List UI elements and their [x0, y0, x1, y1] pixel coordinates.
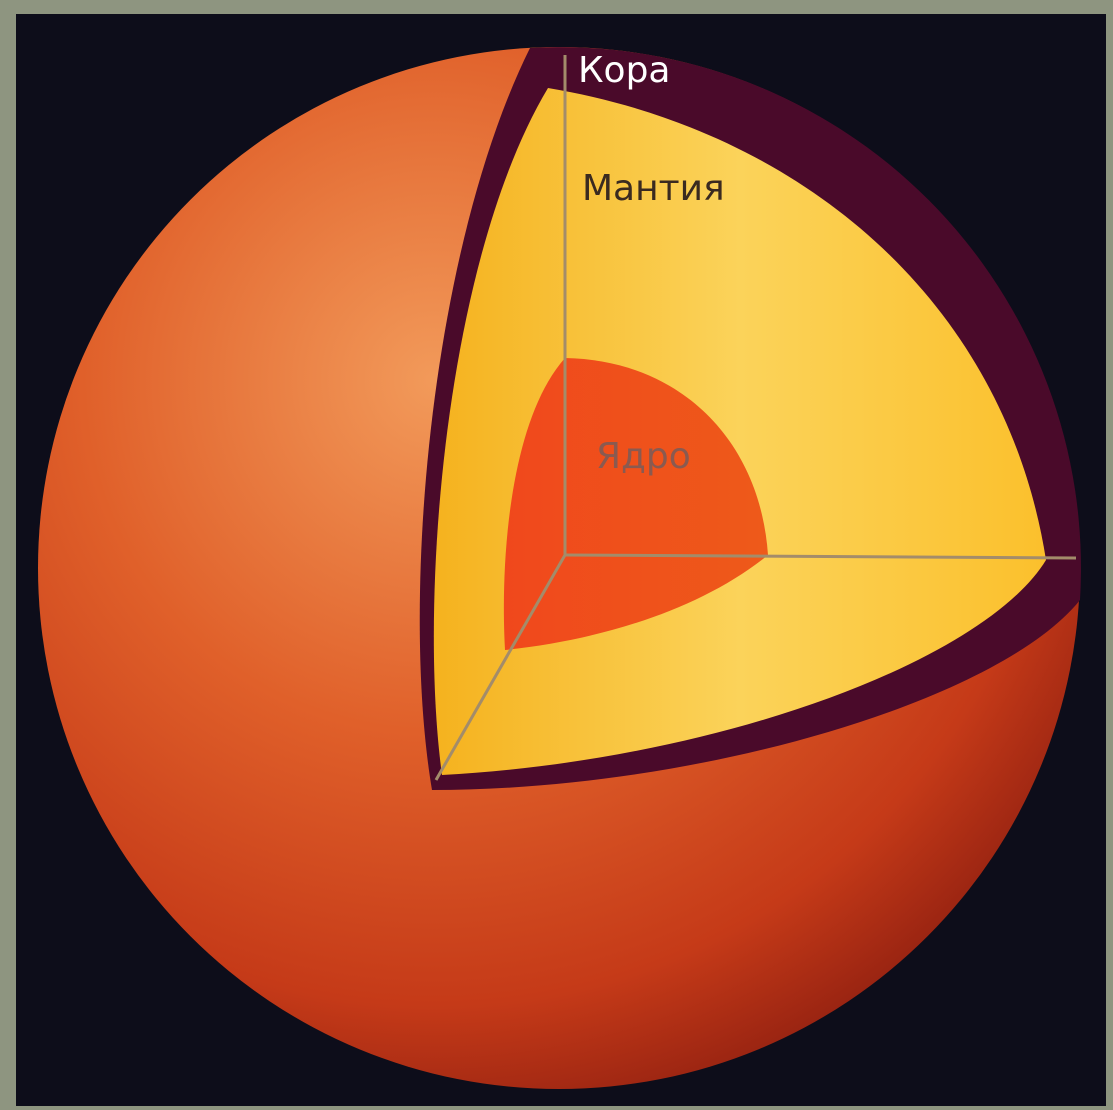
crust-label: Кора — [578, 50, 671, 91]
core — [503, 358, 768, 650]
mantle-label: Мантия — [582, 168, 725, 209]
axis-line — [564, 553, 1077, 560]
axis-line — [434, 554, 567, 781]
core-label: Ядро — [596, 436, 691, 477]
